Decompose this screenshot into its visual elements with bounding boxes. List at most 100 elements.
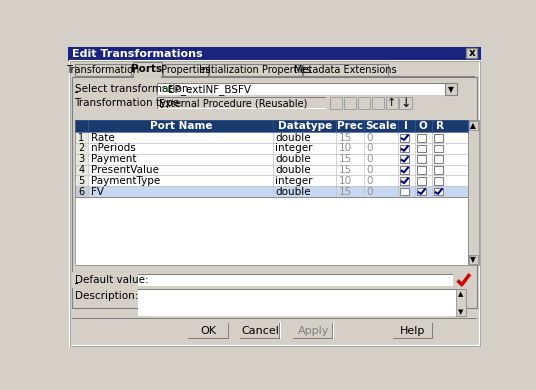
Text: Initialization Properties: Initialization Properties bbox=[199, 65, 311, 75]
Bar bbox=[445, 83, 457, 95]
Text: Payment: Payment bbox=[91, 154, 136, 164]
Bar bbox=[75, 176, 468, 186]
Bar bbox=[239, 323, 280, 339]
Bar bbox=[417, 166, 427, 174]
Text: 0: 0 bbox=[366, 154, 373, 164]
Bar bbox=[400, 155, 410, 163]
Text: 15: 15 bbox=[339, 133, 352, 143]
Text: External Procedure (Reusable): External Procedure (Reusable) bbox=[159, 98, 308, 108]
Text: Properties: Properties bbox=[161, 65, 210, 75]
Bar bbox=[75, 132, 88, 143]
Bar bbox=[469, 255, 478, 264]
Text: double: double bbox=[276, 154, 311, 164]
Bar bbox=[75, 197, 468, 265]
Text: 0: 0 bbox=[366, 144, 373, 153]
Text: 4: 4 bbox=[78, 165, 85, 175]
Text: 0: 0 bbox=[366, 186, 373, 197]
Text: 3: 3 bbox=[78, 154, 85, 164]
Bar bbox=[209, 64, 302, 76]
Bar bbox=[293, 323, 334, 339]
Text: Metadata Extensions: Metadata Extensions bbox=[294, 65, 397, 75]
Bar bbox=[434, 177, 443, 184]
Bar bbox=[293, 323, 332, 338]
Text: ▲: ▲ bbox=[458, 291, 464, 297]
Bar bbox=[417, 177, 427, 184]
Bar bbox=[158, 98, 325, 108]
Bar bbox=[239, 323, 281, 339]
Bar bbox=[372, 97, 384, 109]
Bar bbox=[392, 323, 433, 339]
Bar bbox=[134, 76, 161, 78]
Bar bbox=[392, 323, 433, 339]
Text: 10: 10 bbox=[339, 176, 352, 186]
Text: Select transformation:: Select transformation: bbox=[75, 84, 192, 94]
Bar bbox=[392, 323, 433, 339]
Text: Transformation type:: Transformation type: bbox=[75, 98, 183, 108]
Text: OK: OK bbox=[200, 326, 217, 336]
Text: I: I bbox=[405, 121, 408, 131]
Bar bbox=[240, 323, 280, 339]
Bar bbox=[75, 92, 78, 93]
Bar bbox=[157, 83, 445, 95]
Bar bbox=[358, 97, 370, 109]
Bar bbox=[330, 97, 343, 109]
Bar bbox=[138, 290, 462, 316]
Bar bbox=[133, 62, 161, 76]
Text: EP_extINF_BSFV: EP_extINF_BSFV bbox=[168, 84, 251, 95]
Bar bbox=[75, 120, 468, 132]
Bar bbox=[434, 134, 443, 142]
Text: ↓: ↓ bbox=[400, 96, 411, 110]
Bar bbox=[75, 186, 88, 197]
Bar bbox=[158, 84, 444, 94]
Text: R: R bbox=[436, 121, 444, 131]
Text: 15: 15 bbox=[339, 186, 352, 197]
Bar bbox=[466, 48, 477, 58]
Text: Default value:: Default value: bbox=[75, 275, 148, 285]
Text: 0: 0 bbox=[366, 165, 373, 175]
Text: 1: 1 bbox=[78, 133, 85, 143]
Bar bbox=[163, 64, 208, 76]
Bar bbox=[392, 323, 432, 338]
Text: Apply: Apply bbox=[297, 326, 329, 336]
Bar bbox=[157, 97, 326, 109]
Bar bbox=[75, 283, 78, 284]
Bar bbox=[158, 84, 445, 95]
Text: FV: FV bbox=[91, 186, 103, 197]
Text: double: double bbox=[276, 165, 311, 175]
Bar bbox=[75, 64, 131, 76]
Bar bbox=[434, 188, 443, 195]
Text: ▼: ▼ bbox=[471, 255, 477, 264]
Text: ▼: ▼ bbox=[458, 308, 464, 315]
Text: 0: 0 bbox=[366, 133, 373, 143]
Text: integer: integer bbox=[276, 176, 313, 186]
Bar bbox=[434, 155, 443, 163]
Bar bbox=[188, 323, 228, 339]
Bar bbox=[75, 165, 88, 176]
Text: 10: 10 bbox=[339, 144, 352, 153]
Bar bbox=[69, 47, 481, 61]
Bar bbox=[240, 323, 279, 338]
Text: Edit Transformations: Edit Transformations bbox=[72, 49, 203, 59]
Text: PaymentType: PaymentType bbox=[91, 176, 160, 186]
Text: 15: 15 bbox=[339, 165, 352, 175]
Bar bbox=[72, 272, 477, 288]
Bar bbox=[303, 64, 388, 76]
Bar bbox=[385, 97, 398, 109]
Bar bbox=[457, 289, 466, 316]
Bar bbox=[75, 154, 88, 165]
Bar bbox=[469, 121, 478, 130]
Text: 6: 6 bbox=[78, 186, 85, 197]
Bar bbox=[400, 188, 410, 195]
Bar bbox=[293, 323, 333, 339]
Text: Datatype: Datatype bbox=[278, 121, 332, 131]
Bar bbox=[158, 98, 326, 109]
Bar bbox=[75, 143, 468, 154]
Text: double: double bbox=[276, 186, 311, 197]
Bar bbox=[468, 120, 479, 265]
Text: Port Name: Port Name bbox=[150, 121, 212, 131]
Bar bbox=[417, 145, 427, 152]
Bar bbox=[75, 186, 468, 197]
Text: 0: 0 bbox=[366, 176, 373, 186]
Bar bbox=[75, 132, 468, 143]
Bar bbox=[138, 275, 453, 285]
